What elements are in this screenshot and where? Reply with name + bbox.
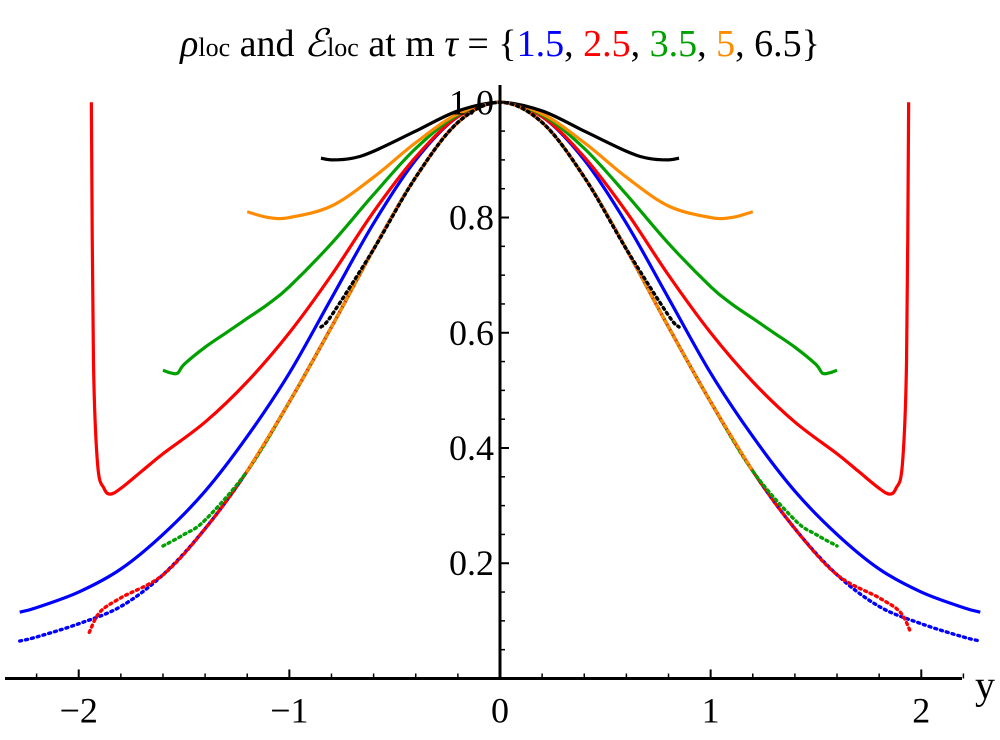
title-part-2: and — [230, 23, 304, 65]
chart-title: ρloc and ℰloc at m τ = {1.5, 2.5, 3.5, 5… — [179, 23, 820, 65]
title-part-12: 3.5 — [650, 23, 698, 65]
title-part-10: 2.5 — [583, 23, 631, 65]
title-part-16: 6.5 — [754, 23, 802, 65]
title-part-5: at m — [359, 23, 444, 65]
title-part-7: = { — [458, 23, 517, 65]
title-part-11: , — [631, 23, 650, 65]
x-tick-label-3: 1 — [702, 690, 720, 730]
x-ticks: −2 −1 0 1 2 — [35, 669, 965, 730]
y-tick-label-3: 0.8 — [449, 198, 494, 238]
title-part-0: ρ — [179, 23, 198, 65]
title-part-13: , — [697, 23, 716, 65]
y-ticks: 0.2 0.4 0.6 0.8 1.0 — [449, 82, 509, 651]
title-part-4: loc — [327, 33, 359, 62]
x-axis-label: y — [975, 662, 995, 707]
title-part-9: , — [564, 23, 583, 65]
x-tick-label-0: −2 — [60, 690, 98, 730]
y-tick-label-1: 0.4 — [449, 428, 494, 468]
title-part-8: 1.5 — [517, 23, 565, 65]
y-tick-label-4: 1.0 — [449, 82, 494, 122]
title-part-15: , — [735, 23, 754, 65]
chart-axes — [5, 85, 962, 680]
y-tick-label-0: 0.2 — [449, 543, 494, 583]
x-tick-label-4: 2 — [912, 690, 930, 730]
x-tick-label-2: 0 — [491, 690, 509, 730]
title-part-6: τ — [444, 23, 459, 65]
x-tick-label-1: −1 — [270, 690, 308, 730]
title-part-3: ℰ — [304, 23, 331, 65]
title-part-17: } — [802, 23, 820, 65]
y-tick-label-2: 0.6 — [449, 313, 494, 353]
title-part-14: 5 — [716, 23, 735, 65]
title-part-1: loc — [198, 33, 230, 62]
